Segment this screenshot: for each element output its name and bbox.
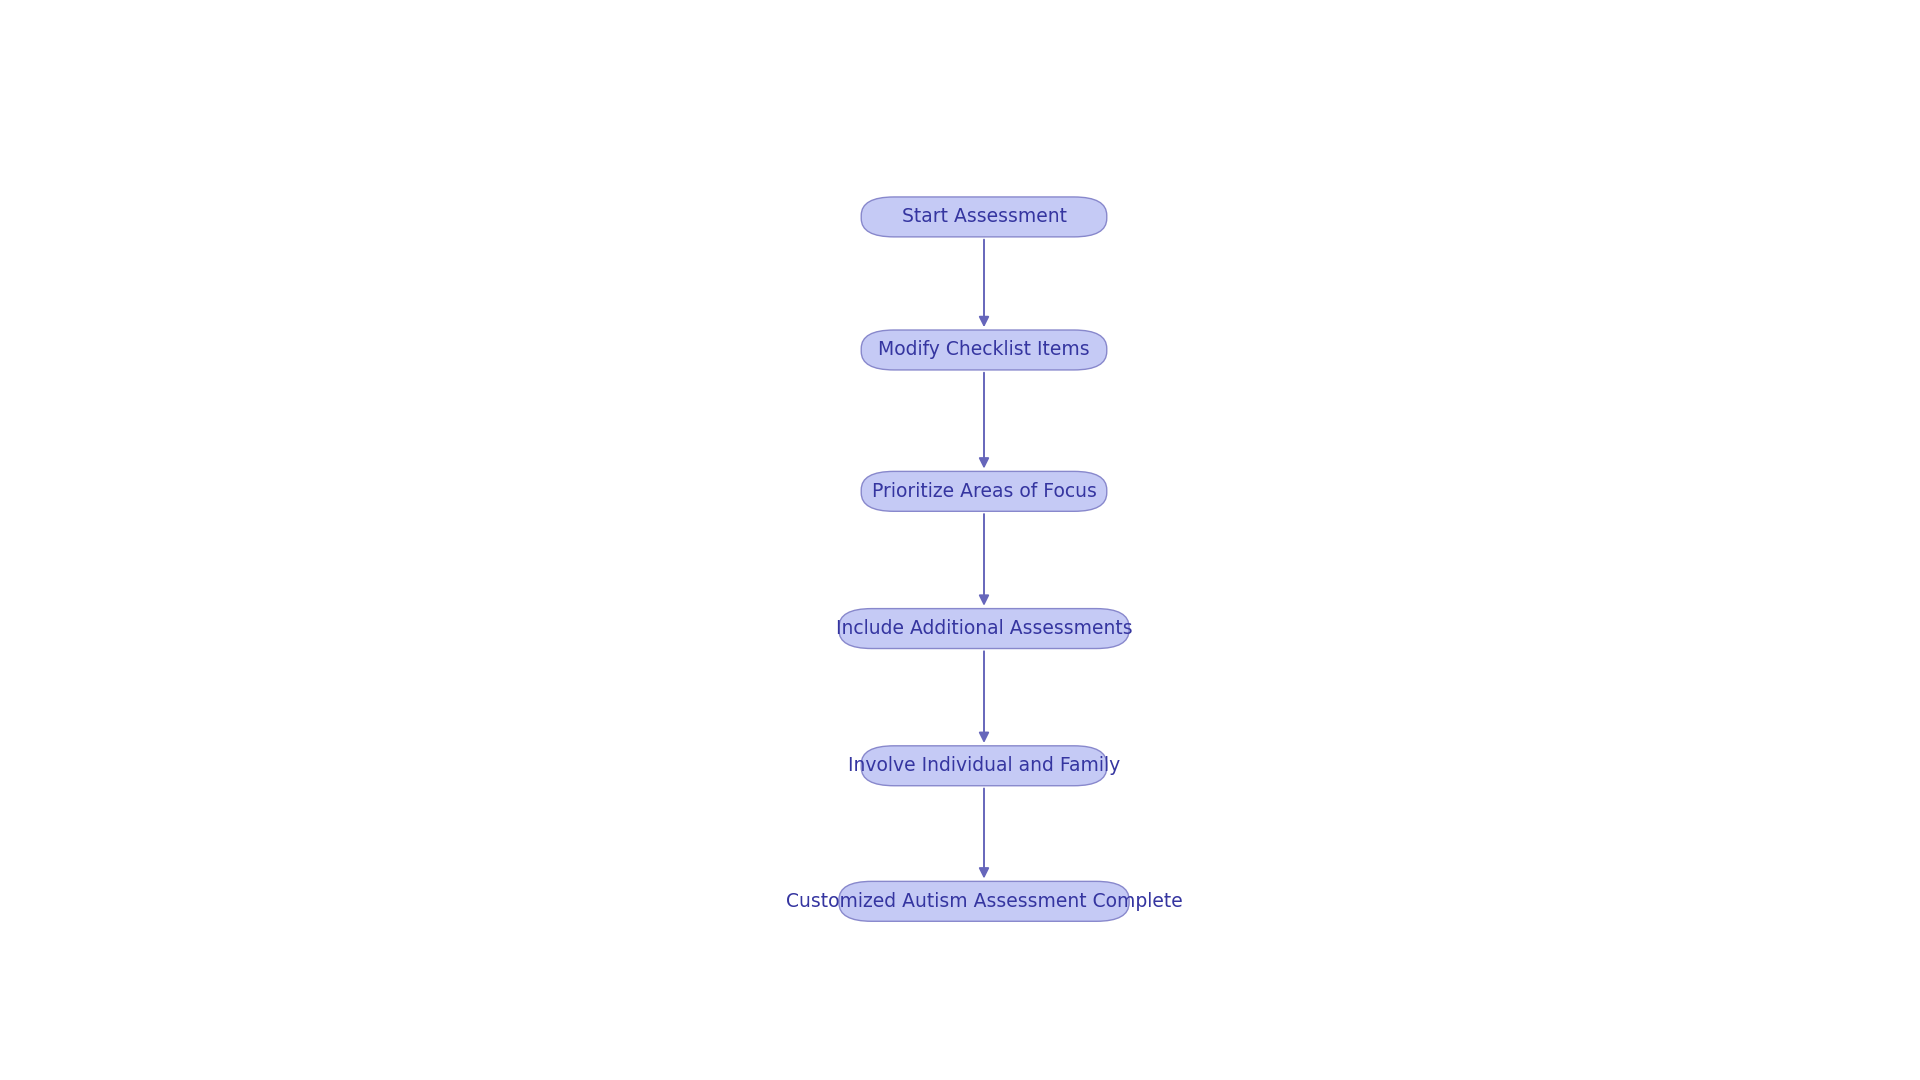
Text: Customized Autism Assessment Complete: Customized Autism Assessment Complete	[785, 892, 1183, 910]
Text: Prioritize Areas of Focus: Prioritize Areas of Focus	[872, 482, 1096, 501]
Text: Start Assessment: Start Assessment	[902, 207, 1066, 227]
Text: Include Additional Assessments: Include Additional Assessments	[835, 619, 1133, 638]
FancyBboxPatch shape	[862, 746, 1106, 786]
FancyBboxPatch shape	[839, 881, 1129, 921]
FancyBboxPatch shape	[862, 330, 1106, 370]
FancyBboxPatch shape	[862, 197, 1106, 237]
FancyBboxPatch shape	[862, 471, 1106, 511]
FancyBboxPatch shape	[839, 609, 1129, 648]
Text: Modify Checklist Items: Modify Checklist Items	[877, 340, 1091, 360]
Text: Involve Individual and Family: Involve Individual and Family	[849, 756, 1119, 775]
